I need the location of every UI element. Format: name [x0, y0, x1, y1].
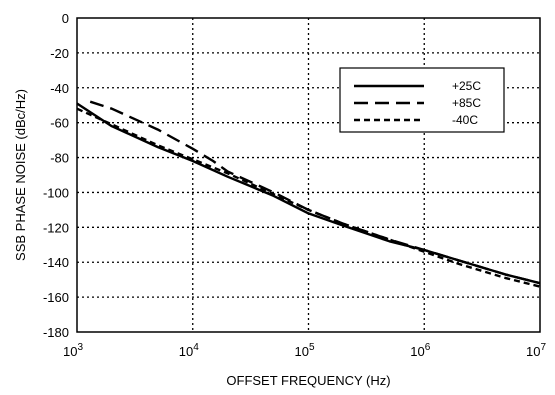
- y-tick-label: 0: [62, 11, 69, 26]
- x-axis-title: OFFSET FREQUENCY (Hz): [226, 373, 390, 388]
- legend-label-3: -40C: [452, 113, 478, 127]
- y-tick-label: -140: [43, 255, 69, 270]
- y-tick-label: -80: [50, 151, 69, 166]
- legend-box: [339, 67, 505, 133]
- grid: [77, 18, 540, 332]
- x-tick-base: 10: [294, 344, 308, 359]
- x-tick-label: 104: [179, 342, 199, 359]
- x-tick-exponent: 7: [540, 342, 546, 353]
- series-lines: [76, 100, 541, 288]
- x-tick-label: 107: [526, 342, 546, 359]
- plot-frame: [76, 17, 541, 333]
- series-line-3: [76, 107, 541, 288]
- y-tick-label: -40: [50, 81, 69, 96]
- x-tick-label: 103: [63, 342, 83, 359]
- x-tick-label: 106: [410, 342, 430, 359]
- y-tick-label: -60: [50, 116, 69, 131]
- legend-items: +25C +85C -40C: [354, 79, 481, 127]
- x-tick-base: 10: [63, 344, 77, 359]
- x-tick-exponent: 6: [425, 342, 431, 353]
- y-tick-label: -160: [43, 290, 69, 305]
- legend-label-2: +85C: [452, 96, 481, 110]
- x-tick-exponent: 5: [309, 342, 315, 353]
- y-tick-label: -20: [50, 46, 69, 61]
- y-tick-label: -120: [43, 220, 69, 235]
- x-tick-label: 105: [294, 342, 314, 359]
- x-tick-exponent: 4: [193, 342, 199, 353]
- legend: +25C +85C -40C: [339, 67, 505, 133]
- legend-label-1: +25C: [452, 79, 481, 93]
- y-tick-label: -100: [43, 185, 69, 200]
- x-tick-base: 10: [410, 344, 424, 359]
- x-tick-base: 10: [179, 344, 193, 359]
- x-tick-exponent: 3: [77, 342, 83, 353]
- y-axis-title: SSB PHASE NOISE (dBc/Hz): [13, 89, 28, 261]
- x-tick-base: 10: [526, 344, 540, 359]
- y-tick-label: -180: [43, 325, 69, 340]
